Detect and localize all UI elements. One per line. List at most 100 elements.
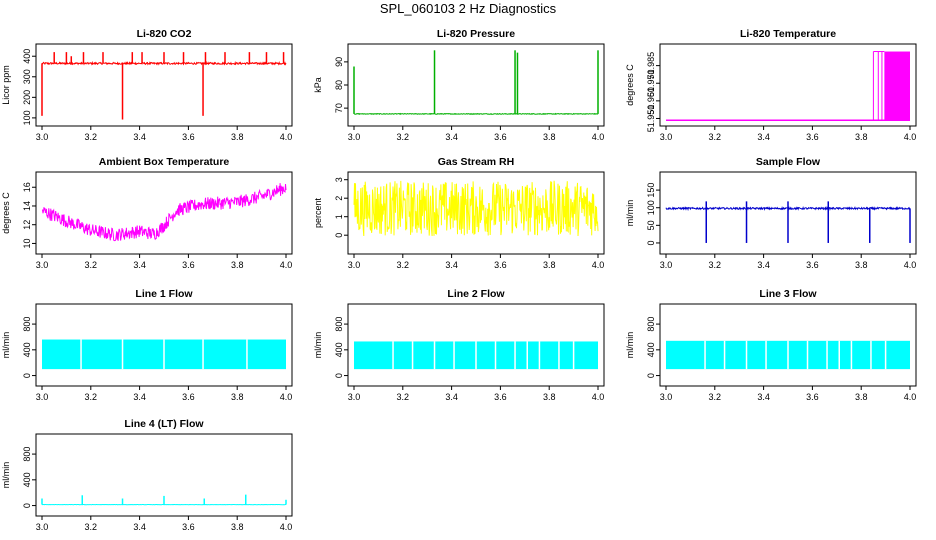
- x-tick-label: 4.0: [904, 132, 917, 142]
- x-tick-label: 3.6: [182, 260, 195, 270]
- data-high-block: [884, 51, 910, 121]
- plot-frame: [347, 303, 605, 387]
- y-tick-label: 50: [646, 220, 656, 230]
- x-tick-label: 4.0: [280, 132, 293, 142]
- x-tick-label: 4.0: [280, 260, 293, 270]
- x-tick-label: 3.0: [348, 392, 361, 402]
- chart-line2: Line 2 Flow 3.0 3.2 3.4 3.6 3.8 4.0 0 400 800 ml/m…: [313, 288, 605, 402]
- x-tick-label: 3.2: [709, 260, 722, 270]
- series-temperature: [666, 51, 910, 121]
- x-tick-label: 3.8: [231, 522, 244, 532]
- x-tick-label: 3.6: [494, 132, 507, 142]
- x-tick-label: 3.4: [757, 392, 770, 402]
- x-tick-label: 3.2: [397, 392, 410, 402]
- chart-title: Li-820 Temperature: [740, 28, 836, 40]
- x-tick-label: 3.8: [231, 392, 244, 402]
- plot-frame: [35, 303, 293, 387]
- x-tick-label: 3.0: [36, 132, 49, 142]
- y-axis-label: degrees C: [1, 192, 11, 234]
- y-axis-label: percent: [313, 197, 323, 228]
- series-line1: [42, 339, 286, 370]
- x-tick-label: 3.6: [182, 522, 195, 532]
- x-tick-label: 3.4: [757, 132, 770, 142]
- series-line2: [354, 341, 598, 370]
- series-pressure: [353, 50, 599, 115]
- x-tick-label: 4.0: [904, 392, 917, 402]
- y-tick-label: 400: [22, 472, 32, 487]
- x-tick-label: 3.8: [855, 132, 868, 142]
- x-tick-label: 3.4: [757, 260, 770, 270]
- x-tick-label: 3.8: [231, 260, 244, 270]
- plot-frame: [35, 433, 293, 517]
- chart-title: Line 2 Flow: [447, 288, 505, 300]
- chart-title: Line 3 Flow: [759, 288, 817, 300]
- chart-title: Line 1 Flow: [135, 288, 193, 300]
- x-tick-label: 4.0: [592, 260, 605, 270]
- y-axis-label: ml/min: [625, 200, 635, 227]
- plot-frame: [35, 171, 293, 255]
- chart-ambient: Ambient Box Temperature 3.0 3.2 3.4 3.6 3.8 4.…: [1, 156, 293, 270]
- plot-frame: [347, 171, 605, 255]
- y-tick-label: 100: [22, 110, 32, 125]
- y-tick-label: 400: [22, 49, 32, 64]
- y-tick-label: 0: [334, 373, 344, 378]
- x-tick-label: 3.6: [182, 132, 195, 142]
- chart-temperature: Li-820 Temperature 3.0 3.2 3.4 3.6 3.8 4.0 51.9…: [625, 28, 917, 142]
- x-tick-label: 3.0: [348, 132, 361, 142]
- x-tick-label: 3.8: [855, 392, 868, 402]
- x-tick-label: 3.2: [709, 132, 722, 142]
- y-axis-label: ml/min: [1, 462, 11, 489]
- plot-frame: [35, 43, 293, 127]
- x-tick-label: 3.0: [660, 132, 673, 142]
- x-tick-label: 3.0: [348, 260, 361, 270]
- chart-co2: Li-820 CO2 3.0 3.2 3.4 3.6 3.8 4.0 100 200 300 400…: [1, 28, 293, 142]
- chart-title: Gas Stream RH: [438, 156, 514, 168]
- plot-frame: [659, 303, 917, 387]
- x-tick-label: 3.6: [806, 260, 819, 270]
- x-tick-label: 3.0: [36, 260, 49, 270]
- x-tick-label: 3.4: [133, 260, 146, 270]
- y-tick-label: 10: [22, 238, 32, 248]
- y-tick-label: 300: [22, 69, 32, 84]
- y-tick-label: 800: [22, 317, 32, 332]
- chart-line1: Line 1 Flow 3.0 3.2 3.4 3.6 3.8 4.0 0 400 800 ml/m…: [1, 288, 293, 402]
- y-tick-label: 400: [646, 342, 656, 357]
- chart-line3: Line 3 Flow 3.0 3.2 3.4 3.6 3.8 4.0 0 400 800 ml/m…: [625, 288, 917, 402]
- series-ambient: [41, 183, 287, 242]
- x-tick-label: 4.0: [904, 260, 917, 270]
- y-tick-label: 0: [22, 503, 32, 508]
- series-co2: [41, 52, 287, 120]
- x-tick-label: 3.8: [231, 132, 244, 142]
- y-tick-label: 150: [646, 183, 656, 198]
- y-tick-label: 70: [334, 103, 344, 113]
- y-tick-label: 14: [22, 201, 32, 211]
- x-tick-label: 3.8: [855, 260, 868, 270]
- plot-frame: [659, 171, 917, 255]
- x-tick-label: 3.4: [133, 132, 146, 142]
- x-tick-label: 3.4: [445, 260, 458, 270]
- y-tick-label: 200: [22, 90, 32, 105]
- x-tick-label: 3.2: [85, 260, 98, 270]
- x-tick-label: 4.0: [592, 392, 605, 402]
- data-line: [41, 183, 287, 242]
- x-tick-label: 4.0: [592, 132, 605, 142]
- y-tick-label: 0: [646, 240, 656, 245]
- x-tick-label: 3.8: [543, 260, 556, 270]
- y-tick-label: 800: [334, 317, 344, 332]
- x-tick-label: 3.2: [85, 132, 98, 142]
- data-line: [353, 112, 599, 115]
- chart-sample: Sample Flow 3.0 3.2 3.4 3.6 3.8 4.0 0 50 100 150 ml…: [625, 156, 917, 270]
- y-tick-label: 51.950: [646, 105, 656, 133]
- y-tick-label: 400: [334, 342, 344, 357]
- chart-title: Ambient Box Temperature: [99, 156, 230, 168]
- y-tick-label: 51.960: [646, 87, 656, 115]
- y-tick-label: 12: [22, 220, 32, 230]
- x-tick-label: 3.0: [36, 392, 49, 402]
- x-tick-label: 3.2: [397, 132, 410, 142]
- y-tick-label: 0: [334, 233, 344, 238]
- plot-frame: [659, 43, 917, 127]
- series-sample: [665, 201, 911, 243]
- x-tick-label: 3.0: [660, 260, 673, 270]
- x-tick-label: 4.0: [280, 522, 293, 532]
- x-tick-label: 3.2: [85, 392, 98, 402]
